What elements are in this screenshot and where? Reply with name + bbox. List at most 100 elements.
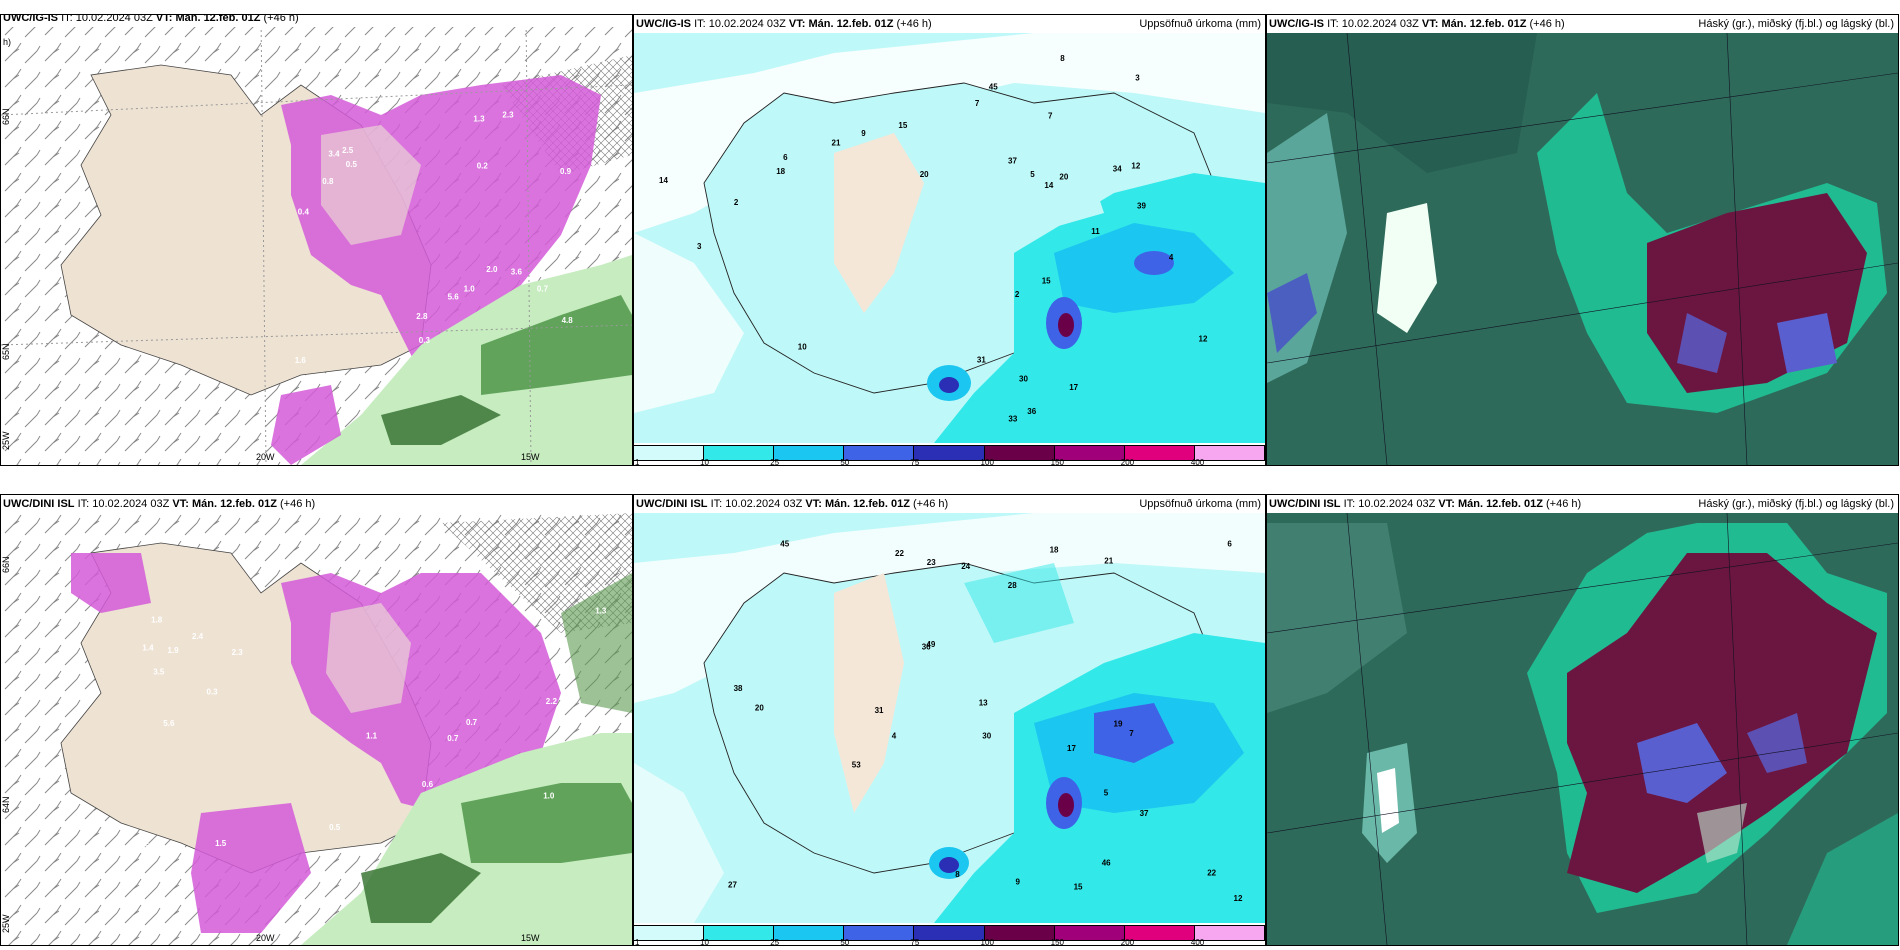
map-value-label: 0.5 bbox=[138, 842, 150, 851]
cloud-map bbox=[1267, 513, 1898, 945]
colorbar-segment bbox=[844, 445, 915, 461]
map-value-label: 0.2 bbox=[477, 162, 489, 171]
map-value-label: 36 bbox=[922, 643, 931, 652]
map-value-label: 20 bbox=[755, 704, 764, 713]
map-value-label: 31 bbox=[977, 356, 986, 365]
colorbar-tick-label: 1 bbox=[635, 938, 640, 946]
map-value-label: 53 bbox=[852, 761, 861, 770]
lon-label-20w: 20W bbox=[256, 452, 275, 462]
cloud-map-svg bbox=[1267, 513, 1898, 945]
model-name: UWC/DINI ISL bbox=[3, 498, 75, 510]
colorbar-segment bbox=[704, 445, 775, 461]
precip-map: 3 5 7 2 14 4 12 10 11 9 8 37 18 20 34 39 45 30 31 15 20 17 21 3… bbox=[634, 33, 1265, 443]
lat-label-25w: 25W bbox=[1, 431, 11, 450]
map-value-label: 0.9 bbox=[560, 167, 572, 176]
precip-colorbar: 1 10 25 50 75 100 150 200 400 bbox=[634, 443, 1265, 465]
map-value-label: 2.5 bbox=[342, 146, 354, 155]
map-value-label: 45 bbox=[989, 83, 998, 92]
vt-value: Mán. 12.feb. 01Z bbox=[1441, 18, 1527, 30]
lat-label-65n: 65N bbox=[1, 343, 11, 360]
map-value-label: 7 bbox=[1129, 729, 1134, 738]
it-value: 10.02.2024 03Z bbox=[725, 498, 803, 510]
map-value-label: 28 bbox=[1008, 581, 1017, 590]
vt-label: VT: bbox=[1438, 498, 1455, 510]
colorbar-tick-label: 10 bbox=[700, 938, 710, 946]
map-value-label: 20 bbox=[920, 170, 929, 179]
colorbar-tick-label: 150 bbox=[1050, 938, 1065, 946]
map-value-label: 0.7 bbox=[447, 734, 459, 743]
map-value-label: 0.3 bbox=[207, 687, 219, 696]
map-value-label: 1.6 bbox=[295, 356, 307, 365]
colorbar-tick-label: 50 bbox=[840, 458, 850, 466]
map-value-label: 0.6 bbox=[422, 780, 434, 789]
snow-map-svg: 1.4 1.1 2.2 0.7 1.3 0.5 2.4 3.5 5.6 1.0 0.3 1.5 1.9 0… bbox=[1, 513, 632, 945]
colorbar-segment bbox=[984, 925, 1055, 941]
it-value: 10.02.2024 03Z bbox=[75, 14, 153, 24]
map-value-label: 9 bbox=[861, 129, 866, 138]
it-label: IT: bbox=[1327, 18, 1339, 30]
map-value-label: 27 bbox=[728, 881, 737, 890]
map-panel-clouds-igis: UWC/IG-IS IT: 10.02.2024 03Z VT: Mán. 12… bbox=[1266, 14, 1899, 466]
map-value-label: 18 bbox=[1050, 546, 1059, 555]
map-value-label: 15 bbox=[898, 121, 907, 130]
snow-map: 1.4 1.1 2.2 0.7 1.3 0.5 2.4 3.5 5.6 1.0 0.3 1.5 1.9 0… bbox=[1, 513, 632, 945]
it-value: 10.02.2024 03Z bbox=[92, 498, 170, 510]
it-value: 10.02.2024 03Z bbox=[1341, 18, 1419, 30]
model-name: UWC/IG-IS bbox=[636, 18, 691, 30]
model-name: UWC/IG-IS bbox=[1269, 18, 1324, 30]
map-value-label: 36 bbox=[1027, 407, 1036, 416]
map-value-label: 14 bbox=[1044, 181, 1053, 190]
it-label: IT: bbox=[710, 498, 723, 510]
colorbar-tick-label: 400 bbox=[1190, 938, 1205, 946]
vt-value: Mán. 12.feb. 01Z bbox=[824, 498, 910, 510]
colorbar-segment bbox=[1194, 445, 1265, 461]
lat-label-25w: 25W bbox=[1, 914, 11, 933]
map-value-label: 10 bbox=[798, 343, 807, 352]
map-panel-snow-dini: UWC/DINI ISL IT: 10.02.2024 03Z VT: Mán.… bbox=[0, 494, 633, 946]
precip-map-svg: 3572144121011983718203439453031152017213… bbox=[634, 33, 1265, 443]
map-value-label: 1.3 bbox=[595, 607, 607, 616]
map-value-label: 1.0 bbox=[464, 284, 476, 293]
corner-extra: h) bbox=[3, 37, 11, 47]
vt-label: VT: bbox=[1421, 18, 1439, 30]
colorbar-tick-label: 100 bbox=[980, 458, 994, 466]
map-value-label: 2.2 bbox=[546, 697, 558, 706]
colorbar-segment bbox=[704, 925, 775, 941]
map-value-label: 0.7 bbox=[537, 285, 549, 294]
lat-label-64n: 64N bbox=[1, 796, 11, 813]
map-panel-precip-dini: UWC/DINI ISL IT: 10.02.2024 03Z VT: Mán.… bbox=[633, 494, 1266, 946]
colorbar-segment bbox=[774, 925, 845, 941]
map-value-label: 2.4 bbox=[192, 632, 204, 641]
panel-header: UWC/DINI ISL IT: 10.02.2024 03Z VT: Mán.… bbox=[1267, 495, 1898, 513]
map-value-label: 45 bbox=[780, 540, 789, 549]
vt-value: Mán. 12.feb. 01Z bbox=[175, 14, 261, 24]
panel-header: UWC/DINI ISL IT: 10.02.2024 03Z VT: Mán.… bbox=[1, 495, 632, 513]
lon-label-15w: 15W bbox=[521, 452, 540, 462]
map-value-label: 1.8 bbox=[151, 615, 163, 624]
map-value-label: 34 bbox=[1113, 164, 1122, 173]
map-value-label: 3 bbox=[697, 242, 702, 251]
it-value: 10.02.2024 03Z bbox=[708, 18, 786, 30]
vt-value: Mán. 12.feb. 01Z bbox=[191, 498, 277, 510]
vt-value: Mán. 12.feb. 01Z bbox=[1457, 498, 1543, 510]
map-value-label: 33 bbox=[1008, 415, 1017, 424]
map-value-label: 18 bbox=[776, 167, 785, 176]
map-value-label: 0.3 bbox=[419, 336, 431, 345]
map-value-label: 31 bbox=[875, 706, 884, 715]
colorbar-tick-label: 75 bbox=[910, 458, 920, 466]
map-value-label: 0.5 bbox=[329, 823, 341, 832]
lead-time: (+46 h) bbox=[280, 498, 316, 510]
it-label: IT: bbox=[694, 18, 706, 30]
lead-time: (+46 h) bbox=[1546, 498, 1582, 510]
model-name: UWC/DINI ISL bbox=[1269, 498, 1341, 510]
map-value-label: 0.8 bbox=[322, 177, 334, 186]
panel-header: UWC/IG-IS IT: 10.02.2024 03Z VT: Mán. 12… bbox=[634, 15, 1265, 33]
precip-colorbar: 1 10 25 50 75 100 150 200 400 bbox=[634, 923, 1265, 945]
map-value-label: 39 bbox=[1137, 201, 1146, 210]
map-value-label: 17 bbox=[1067, 744, 1076, 753]
map-value-label: 8 bbox=[955, 870, 960, 879]
colorbar-tick-label: 25 bbox=[770, 458, 780, 466]
cloud-map-svg bbox=[1267, 33, 1898, 465]
map-value-label: 1.0 bbox=[543, 792, 555, 801]
